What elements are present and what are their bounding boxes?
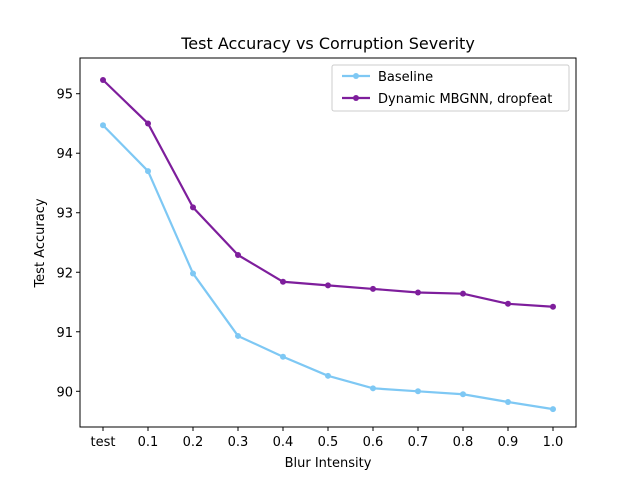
legend-marker-baseline	[353, 73, 359, 79]
y-tick-label: 94	[56, 147, 73, 162]
data-point	[415, 289, 421, 296]
data-point	[145, 168, 151, 175]
data-point	[325, 282, 331, 289]
data-point	[190, 270, 196, 277]
series-layer	[100, 77, 556, 413]
data-point	[460, 290, 466, 297]
data-point	[505, 399, 511, 406]
data-point	[235, 332, 241, 339]
data-point	[100, 77, 106, 84]
x-tick-label: 0.6	[363, 435, 384, 450]
data-point	[145, 120, 151, 127]
chart-title: Test Accuracy vs Corruption Severity	[180, 34, 475, 53]
data-point	[280, 353, 286, 360]
data-point	[550, 406, 556, 413]
x-tick-label: test	[91, 435, 116, 450]
y-tick-label: 93	[56, 207, 73, 222]
x-tick-label: 0.4	[273, 435, 294, 450]
x-tick-label: 1.0	[543, 435, 564, 450]
y-axis-label: Test Accuracy	[33, 198, 48, 288]
y-tick-label: 95	[56, 88, 73, 103]
data-point	[460, 391, 466, 398]
data-point	[100, 122, 106, 129]
x-tick-label: 0.9	[498, 435, 519, 450]
legend-label-dynamic-mbgnn: Dynamic MBGNN, dropfeat	[378, 92, 552, 107]
x-axis: test 0.1 0.2 0.3 0.4 0.5 0.6 0.7 0.8 0.9 1.0	[91, 427, 564, 450]
data-point	[325, 372, 331, 379]
x-tick-label: 0.2	[183, 435, 204, 450]
data-point	[415, 388, 421, 395]
x-tick-label: 0.5	[318, 435, 339, 450]
series-line-0	[101, 124, 555, 411]
data-point	[235, 251, 241, 258]
data-point	[550, 303, 556, 310]
legend-label-baseline: Baseline	[378, 70, 433, 85]
legend-marker-dynamic-mbgnn	[353, 95, 359, 101]
plot-frame	[79, 57, 577, 428]
data-point	[370, 285, 376, 292]
legend: Baseline Dynamic MBGNN, dropfeat	[331, 64, 570, 112]
y-tick-label: 91	[56, 326, 73, 341]
data-point	[505, 300, 511, 307]
x-tick-label: 0.3	[228, 435, 249, 450]
data-point	[280, 278, 286, 285]
x-tick-label: 0.7	[408, 435, 429, 450]
x-tick-label: 0.8	[453, 435, 474, 450]
x-tick-label: 0.1	[138, 435, 159, 450]
data-point	[190, 204, 196, 211]
legend-box	[331, 64, 570, 112]
y-tick-label: 92	[56, 266, 73, 281]
y-tick-label: 90	[56, 385, 73, 400]
x-axis-label: Blur Intensity	[285, 456, 372, 471]
y-axis: 90 91 92 93 94 95	[56, 88, 80, 400]
series-line-1	[101, 78, 555, 308]
data-point	[370, 385, 376, 392]
